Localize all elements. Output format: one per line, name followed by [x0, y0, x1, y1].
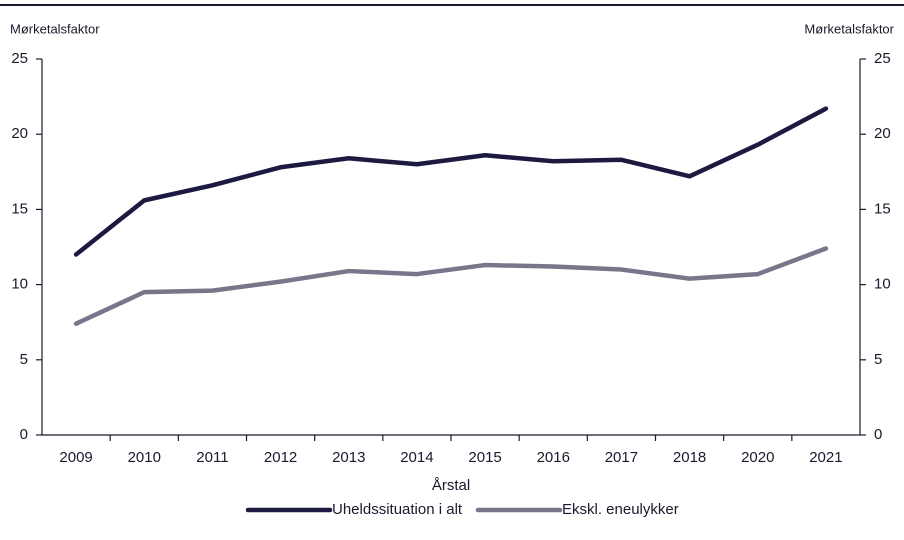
x-tick-label: 2018 [673, 449, 706, 466]
y2-axis-label: Mørketalsfaktor [804, 21, 894, 36]
y2-tick-label: 5 [874, 351, 882, 368]
y-tick-label: 15 [11, 200, 28, 217]
y2-tick-label: 0 [874, 426, 882, 443]
x-tick-label: 2013 [332, 449, 365, 466]
x-tick-label: 2011 [196, 449, 228, 466]
legend-label: Ekskl. eneulykker [562, 501, 679, 518]
x-tick-label: 2020 [741, 449, 774, 466]
y-tick-label: 5 [20, 351, 28, 368]
x-tick-label: 2009 [59, 449, 92, 466]
y-tick-label: 10 [11, 276, 28, 293]
y2-tick-label: 10 [874, 276, 891, 293]
x-tick-label: 2021 [809, 449, 842, 466]
x-tick-label: 2012 [264, 449, 297, 466]
y-tick-label: 0 [20, 426, 28, 443]
y-axis-label: Mørketalsfaktor [10, 21, 100, 36]
legend-label: Uheldssituation i alt [332, 501, 463, 518]
x-tick-label: 2015 [468, 449, 501, 466]
x-tick-label: 2014 [400, 449, 433, 466]
data-line [73, 246, 829, 326]
y2-tick-label: 20 [874, 125, 891, 142]
y2-tick-label: 15 [874, 200, 891, 217]
x-tick-label: 2017 [605, 449, 638, 466]
y-tick-label: 20 [11, 125, 28, 142]
data-line [73, 106, 829, 257]
y2-tick-label: 25 [874, 50, 891, 67]
x-tick-label: 2010 [128, 449, 161, 466]
x-axis-label: Årstal [432, 477, 470, 494]
y-tick-label: 25 [11, 50, 28, 67]
x-tick-label: 2016 [537, 449, 570, 466]
